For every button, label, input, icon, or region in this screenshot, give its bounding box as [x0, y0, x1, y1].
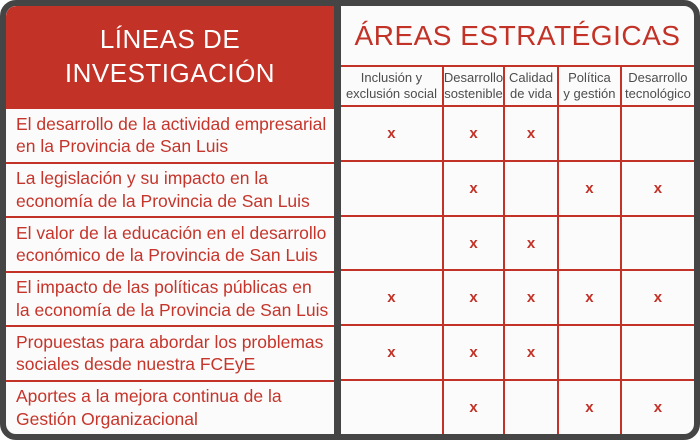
strategic-areas-title: ÁREAS ESTRATÉGICAS [354, 19, 681, 51]
row-label: El valor de la educación en el desarroll… [6, 216, 334, 271]
matrix-cell: x [503, 216, 557, 270]
row-label: Propuestas para abordar los problemas so… [6, 325, 334, 380]
row-label: Aportes a la mejora continua de la Gesti… [6, 379, 334, 435]
matrix-row: x x x [341, 379, 694, 434]
matrix-cell: x [387, 344, 396, 362]
matrix-cell [619, 107, 694, 160]
matrix-cell [557, 326, 620, 380]
column-header: Calidad de vida [503, 67, 557, 105]
matrix-cell: x [619, 271, 694, 325]
row-label: El impacto de las políticas públicas en … [6, 270, 334, 326]
matrix-cell: x [557, 381, 620, 434]
matrix-cell: x [441, 381, 503, 434]
strategic-areas-panel: ÁREAS ESTRATÉGICAS Inclusión y exclusión… [341, 6, 694, 434]
column-header: Desarrollo tecnológico [619, 67, 694, 105]
matrix-cell: x [503, 326, 557, 380]
matrix-cell [619, 216, 694, 270]
matrix-row: x x [341, 214, 694, 270]
matrix-cell: x [441, 326, 503, 380]
matrix-cell [503, 381, 557, 434]
matrix-cell: x [619, 381, 694, 434]
matrix-cell [341, 381, 442, 434]
matrix-cell: x [503, 107, 557, 160]
matrix-cell [619, 326, 694, 380]
matrix-cell: x [441, 271, 503, 325]
matrix-row: x x x [341, 159, 694, 215]
matrix-cell [341, 217, 442, 270]
matrix-cell: x [441, 161, 503, 215]
matrix-cell: x [557, 271, 620, 325]
matrix-cell [557, 107, 620, 160]
matrix-row: x x x [341, 324, 694, 380]
matrix-cell: x [619, 161, 694, 215]
row-label: El desarrollo de la actividad empresaria… [6, 107, 334, 162]
column-header: Desarrollo sostenible [441, 67, 503, 105]
vertical-divider [334, 6, 341, 434]
matrix-cell: x [387, 124, 396, 142]
matrix-cell: x [441, 216, 503, 270]
matrix-grid: x x x x x x x x x x [341, 107, 694, 434]
matrix-cell: x [503, 271, 557, 325]
research-lines-header: LÍNEAS DE INVESTIGACIÓN [6, 6, 334, 107]
matrix-cell [503, 161, 557, 215]
matrix-cell: x [557, 161, 620, 215]
column-header: Inclusión y exclusión social [345, 70, 437, 101]
research-lines-panel: LÍNEAS DE INVESTIGACIÓN El desarrollo de… [6, 6, 334, 434]
row-label: La legislación y su impacto en la econom… [6, 161, 334, 217]
matrix-cell [341, 162, 442, 215]
matrix-cell [557, 216, 620, 270]
matrix-row: x x x [341, 107, 694, 160]
matrix-row: x x x x x [341, 269, 694, 325]
research-lines-list: El desarrollo de la actividad empresaria… [6, 107, 334, 434]
matrix-cell: x [387, 289, 396, 307]
column-headers-row: Inclusión y exclusión social Desarrollo … [341, 65, 694, 107]
column-header: Política y gestión [557, 67, 620, 105]
matrix-cell: x [441, 107, 503, 160]
